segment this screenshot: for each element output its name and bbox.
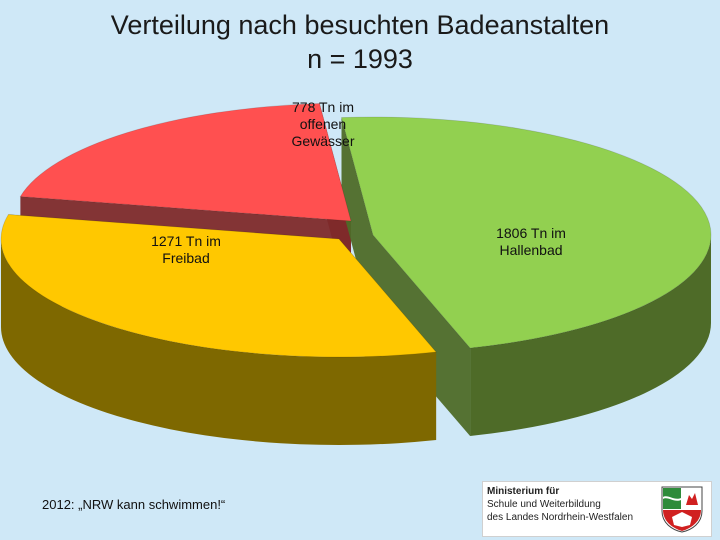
chart-title: Verteilung nach besuchten Badeanstalten … <box>0 8 720 76</box>
chart-title-line1: Verteilung nach besuchten Badeanstalten <box>110 10 610 40</box>
ministry-logo: Ministerium für Schule und Weiterbildung… <box>482 481 712 537</box>
pie-label-frei: 1271 Tn im Freibad <box>151 233 221 266</box>
pie-side-hallen <box>470 235 711 437</box>
pie-slice-offen <box>19 103 352 222</box>
chart-title-line2: n = 1993 <box>307 44 413 74</box>
logo-line2: Schule und Weiterbildung <box>487 499 601 510</box>
pie-side-frei <box>1 239 437 446</box>
nrw-seal-icon <box>661 486 703 533</box>
pie-label-offen: 778 Tn im offenen Gewässer <box>291 99 354 149</box>
pie-slice-hallen <box>340 116 712 349</box>
logo-line1: Ministerium für <box>487 486 560 497</box>
pie-slice-frei <box>0 214 437 358</box>
logo-line3: des Landes Nordrhein-Westfalen <box>487 512 634 523</box>
pie-label-hallen: 1806 Tn im Hallenbad <box>496 225 566 258</box>
footer-note: 2012: „NRW kann schwimmen!“ <box>42 497 226 512</box>
